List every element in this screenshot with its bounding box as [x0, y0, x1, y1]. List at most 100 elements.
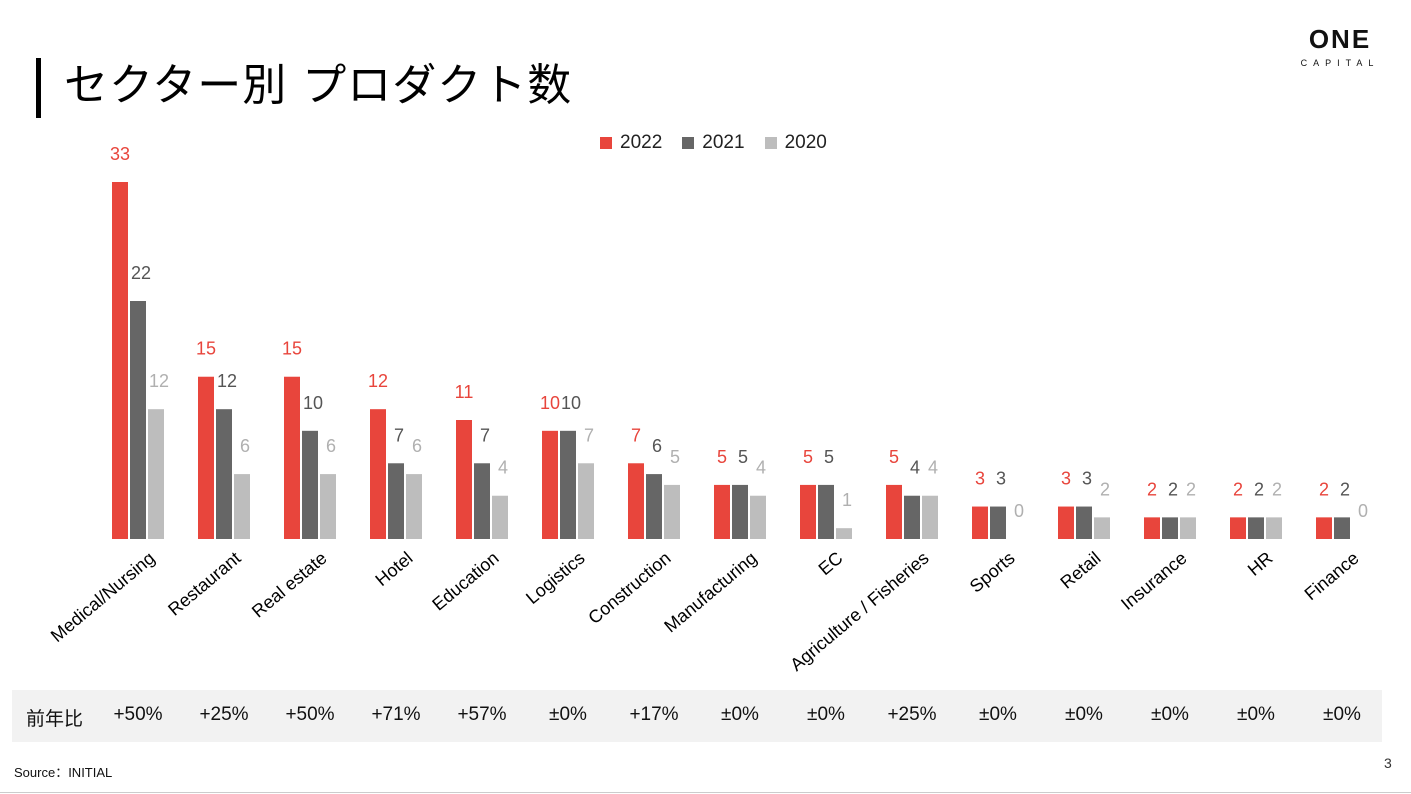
- value-label-2021-8: 5: [824, 447, 834, 467]
- value-label-2020-5: 7: [584, 425, 594, 445]
- yoy-band: [12, 690, 1382, 742]
- bar-2022-0: [112, 182, 128, 539]
- bottom-divider: [0, 792, 1411, 793]
- yoy-value-6: +17%: [629, 704, 679, 725]
- category-label-9: Agriculture / Fisheries: [786, 548, 932, 675]
- value-label-2021-9: 4: [910, 458, 920, 478]
- value-label-2022-1: 15: [196, 339, 216, 359]
- value-label-2021-2: 10: [303, 393, 323, 413]
- bar-2020-5: [578, 463, 594, 539]
- legend-item-2020: 2020: [764, 132, 827, 154]
- yoy-label: 前年比: [26, 708, 84, 730]
- category-label-3: Hotel: [372, 548, 417, 590]
- value-label-2020-1: 6: [240, 436, 250, 456]
- bar-2022-13: [1230, 517, 1246, 539]
- yoy-value-2: +50%: [285, 704, 335, 725]
- bar-2022-4: [456, 420, 472, 539]
- value-label-2020-7: 4: [756, 458, 766, 478]
- bar-2020-3: [406, 474, 422, 539]
- bar-2022-6: [628, 463, 644, 539]
- yoy-value-0: +50%: [113, 704, 163, 725]
- value-label-2022-10: 3: [975, 469, 985, 489]
- bar-2021-11: [1076, 506, 1092, 539]
- bar-2022-10: [972, 506, 988, 539]
- bar-2021-4: [474, 463, 490, 539]
- bar-2021-1: [216, 409, 232, 539]
- bar-2021-6: [646, 474, 662, 539]
- value-label-2021-7: 5: [738, 447, 748, 467]
- bar-2022-14: [1316, 517, 1332, 539]
- logo-sub-text: CAPITAL: [1300, 58, 1380, 68]
- value-label-2022-0: 33: [110, 144, 130, 164]
- value-label-2020-4: 4: [498, 458, 508, 478]
- bar-chart: 332212Medical/Nursing15126Restaurant1510…: [47, 144, 1368, 675]
- legend-label-2021: 2021: [702, 132, 745, 153]
- bar-2021-0: [130, 301, 146, 539]
- category-label-12: Insurance: [1117, 548, 1190, 614]
- category-label-13: HR: [1244, 548, 1277, 580]
- yoy-value-4: +57%: [457, 704, 507, 725]
- value-label-2022-2: 15: [282, 339, 302, 359]
- bar-2020-11: [1094, 517, 1110, 539]
- category-label-0: Medical/Nursing: [47, 548, 159, 646]
- value-label-2020-10: 0: [1014, 501, 1024, 521]
- logo-main-text: ONE: [1308, 24, 1372, 54]
- page-title: セクター別 プロダクト数: [64, 60, 573, 111]
- bar-2022-11: [1058, 506, 1074, 539]
- value-label-2020-14: 0: [1358, 501, 1368, 521]
- legend-item-2022: 2022: [600, 132, 662, 154]
- bar-2022-3: [370, 409, 386, 539]
- bar-2020-7: [750, 495, 766, 539]
- value-label-2022-3: 12: [368, 371, 388, 391]
- value-label-2022-14: 2: [1319, 479, 1329, 499]
- bar-2021-3: [388, 463, 404, 539]
- value-label-2021-11: 3: [1082, 469, 1092, 489]
- bar-2021-8: [818, 484, 834, 539]
- yoy-value-9: +25%: [887, 704, 937, 725]
- legend-item-2021: 2021: [682, 132, 745, 154]
- legend-swatch-2022: [600, 137, 612, 149]
- value-label-2021-14: 2: [1340, 479, 1350, 499]
- value-label-2022-5: 10: [540, 393, 560, 413]
- one-capital-logo: ONE CAPITAL: [1290, 24, 1390, 68]
- value-label-2020-2: 6: [326, 436, 336, 456]
- yoy-value-13: ±0%: [1237, 704, 1275, 725]
- bar-2022-5: [542, 430, 558, 539]
- yoy-value-10: ±0%: [979, 704, 1017, 725]
- chart-legend: 2022 2021 2020: [600, 132, 827, 154]
- value-label-2021-5: 10: [561, 393, 581, 413]
- bar-2021-14: [1334, 517, 1350, 539]
- value-label-2020-12: 2: [1186, 479, 1196, 499]
- bar-2022-9: [886, 484, 902, 539]
- legend-label-2022: 2022: [620, 132, 663, 153]
- bar-2021-7: [732, 484, 748, 539]
- bar-2020-13: [1266, 517, 1282, 539]
- category-label-5: Logistics: [522, 548, 589, 608]
- bar-2020-4: [492, 495, 508, 539]
- value-label-2022-8: 5: [803, 447, 813, 467]
- value-label-2022-4: 11: [455, 382, 474, 402]
- value-label-2020-0: 12: [149, 371, 169, 391]
- value-label-2021-13: 2: [1254, 479, 1264, 499]
- category-label-4: Education: [428, 548, 502, 615]
- value-label-2020-11: 2: [1100, 479, 1110, 499]
- value-label-2020-6: 5: [670, 447, 680, 467]
- yoy-value-8: ±0%: [807, 704, 845, 725]
- value-label-2020-3: 6: [412, 436, 422, 456]
- value-label-2022-7: 5: [717, 447, 727, 467]
- bar-2022-8: [800, 484, 816, 539]
- yoy-value-7: ±0%: [721, 704, 759, 725]
- category-label-2: Real estate: [248, 548, 331, 622]
- value-label-2021-1: 12: [217, 371, 237, 391]
- yoy-value-5: ±0%: [549, 704, 587, 725]
- category-label-7: Manufacturing: [660, 548, 760, 637]
- bar-2020-12: [1180, 517, 1196, 539]
- bar-2022-2: [284, 376, 300, 539]
- value-label-2021-3: 7: [394, 425, 404, 445]
- bar-2021-9: [904, 495, 920, 539]
- value-label-2021-0: 22: [131, 263, 151, 283]
- value-label-2021-4: 7: [480, 425, 490, 445]
- bar-2022-1: [198, 376, 214, 539]
- bar-2020-9: [922, 495, 938, 539]
- category-label-8: EC: [815, 548, 847, 579]
